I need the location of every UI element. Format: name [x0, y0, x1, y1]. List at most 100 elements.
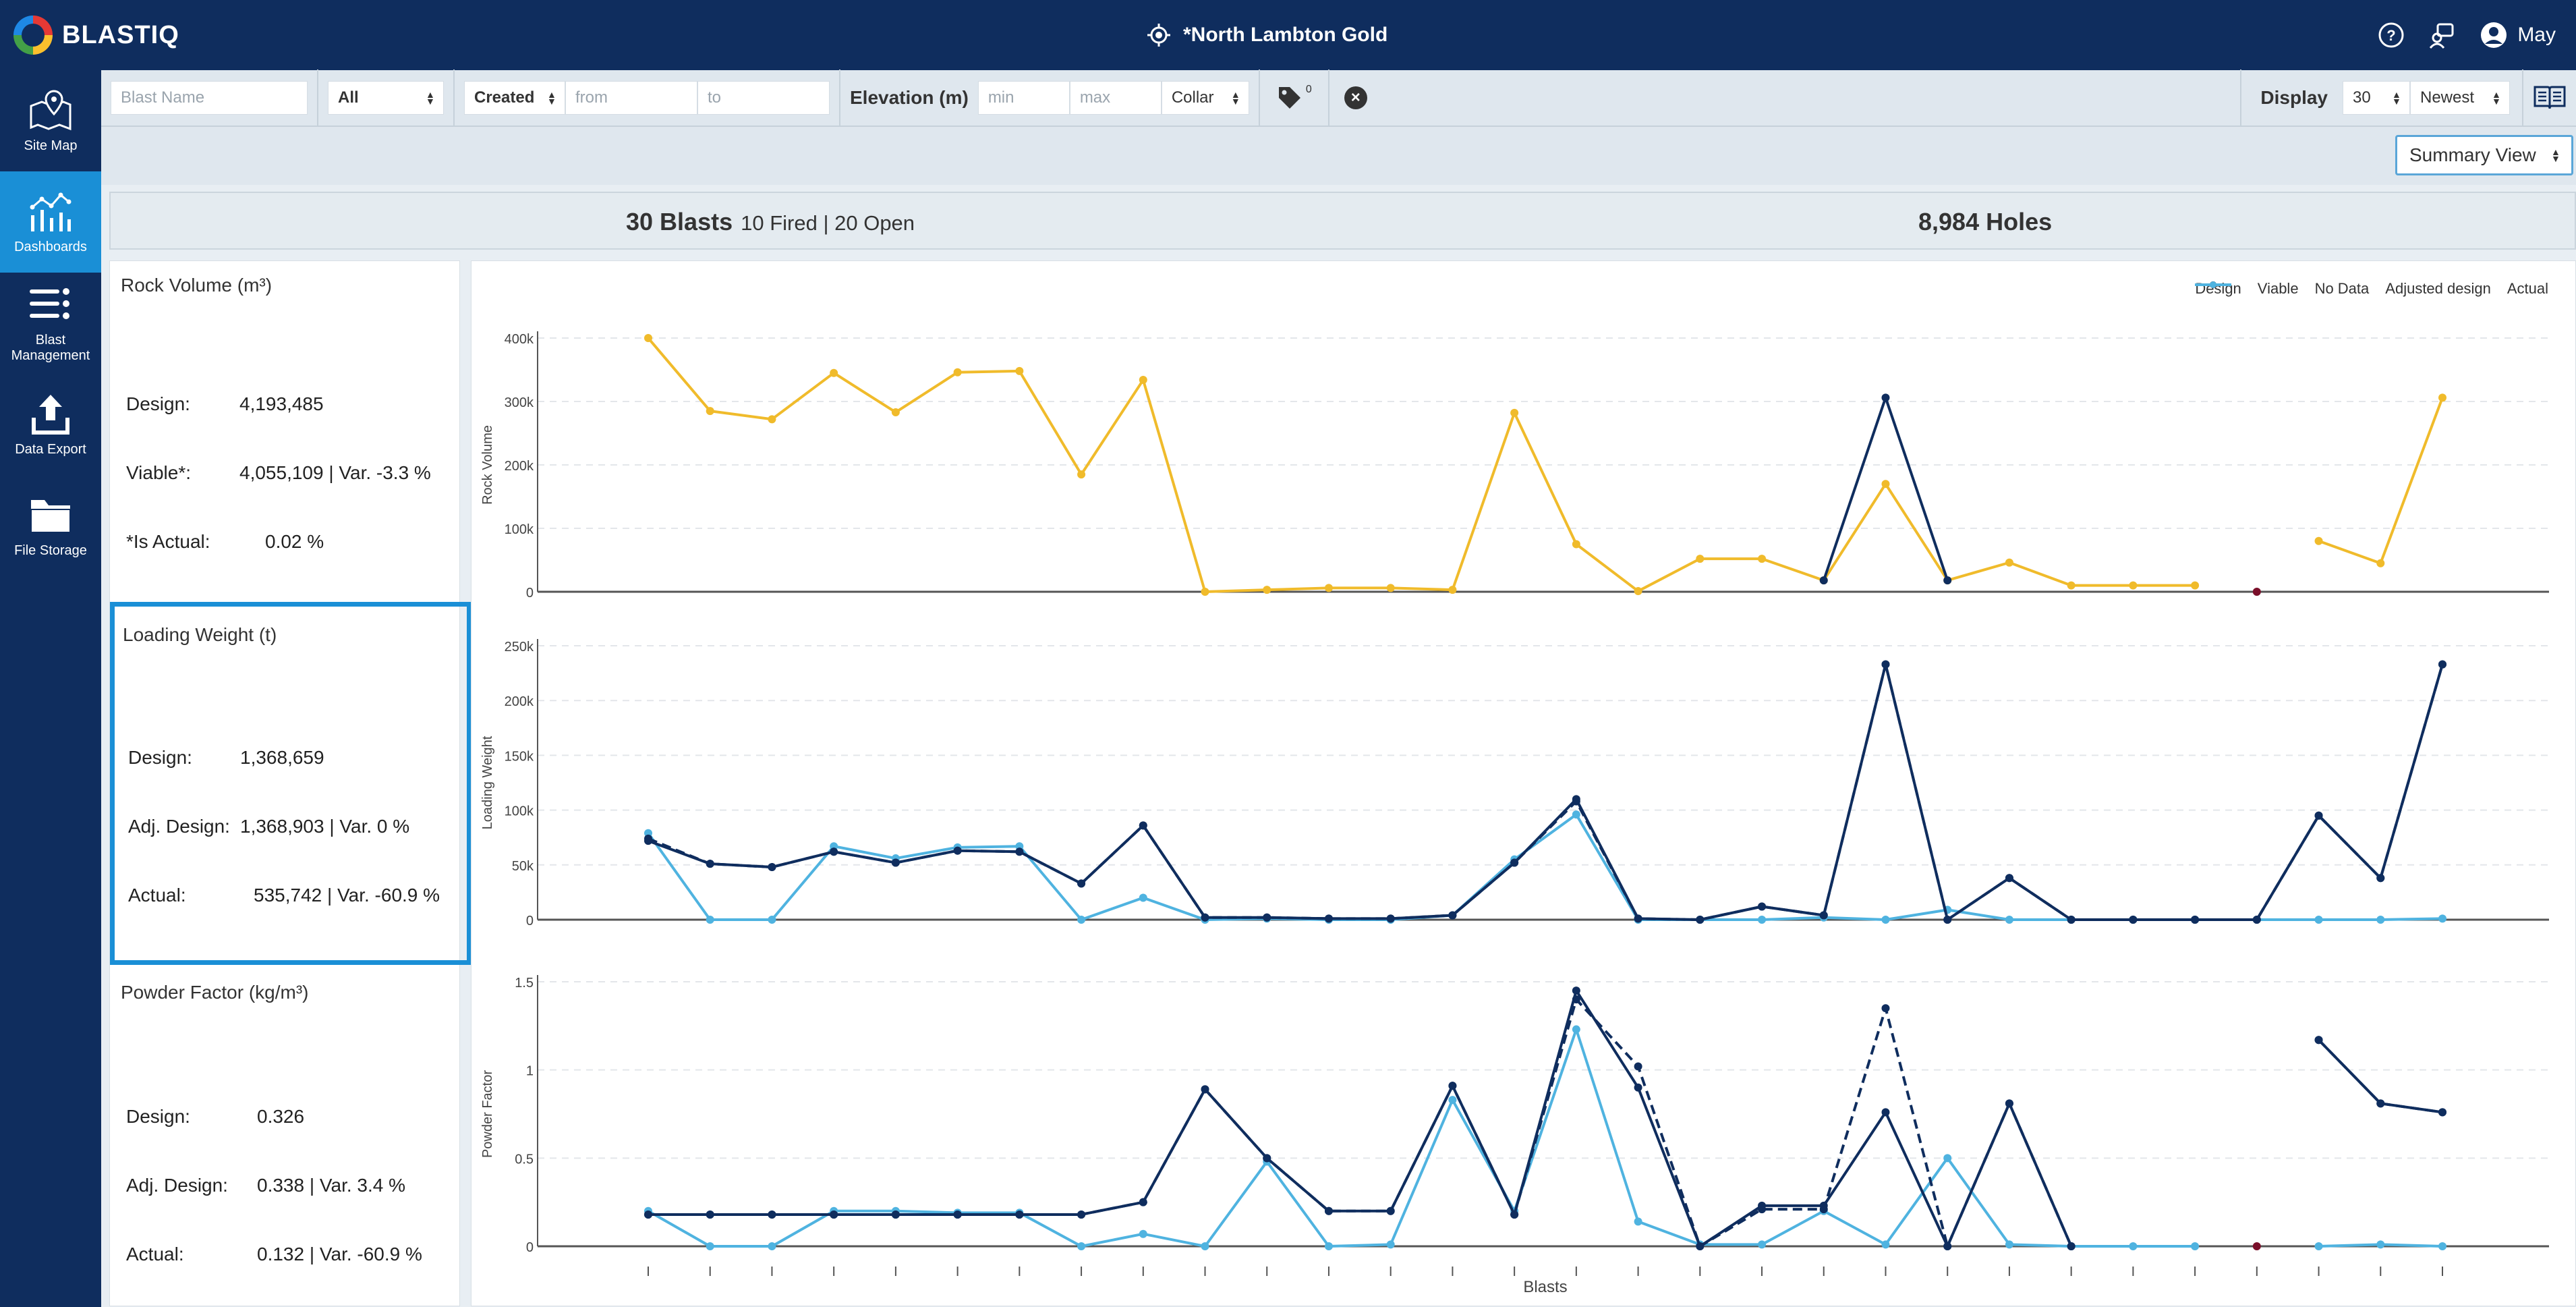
- data-point-design: [1386, 914, 1395, 923]
- data-point-design: [1758, 902, 1767, 911]
- row-label: Viable*:: [126, 462, 192, 483]
- legend-item-actual[interactable]: Actual: [2195, 280, 2548, 298]
- sort-select[interactable]: Newest ▲ ▼: [2410, 81, 2510, 115]
- row-label: Adj. Design:: [128, 816, 230, 837]
- card-title: Loading Weight (t): [123, 624, 277, 645]
- row-value: 1,368,903 | Var. 0 %: [240, 816, 410, 837]
- row-label: *Is Actual:: [126, 531, 210, 552]
- sidebar-item-data-export[interactable]: Data Export: [0, 374, 101, 475]
- elevation-type-value: Collar: [1171, 88, 1214, 107]
- data-point-viable: [1696, 555, 1705, 563]
- row-value: 0.338 | Var. 3.4 %: [257, 1175, 406, 1196]
- data-point-viable: [1881, 480, 1890, 489]
- date-from-input[interactable]: from: [565, 81, 697, 115]
- blast-name-input[interactable]: Blast Name: [111, 81, 308, 115]
- help-icon[interactable]: ?: [2377, 21, 2405, 49]
- site-name: *North Lambton Gold: [1183, 24, 1388, 46]
- date-type-select[interactable]: Created ▲ ▼: [464, 81, 565, 115]
- elevation-max-input[interactable]: max: [1069, 81, 1162, 115]
- data-point-design: [1077, 879, 1086, 888]
- clear-filters-icon[interactable]: ×: [1344, 86, 1367, 109]
- data-point-design: [644, 1210, 652, 1219]
- y-tick-label: 0: [526, 914, 534, 928]
- data-point-design: [1572, 986, 1580, 995]
- data-point-design: [768, 863, 776, 872]
- sidebar-item-site-map[interactable]: Site Map: [0, 70, 101, 171]
- display-count-select[interactable]: 30 ▲ ▼: [2343, 81, 2410, 115]
- user-name: May: [2517, 24, 2556, 46]
- select-arrows-icon: ▲ ▼: [1230, 89, 1240, 107]
- data-point-actual: [1758, 1240, 1767, 1249]
- sidebar-item-file-storage[interactable]: File Storage: [0, 475, 101, 576]
- data-point-actual: [1881, 1240, 1890, 1249]
- data-point-viable: [706, 407, 714, 416]
- location-target-icon: [1147, 24, 1170, 47]
- row-value: 0.02 %: [265, 531, 324, 552]
- data-point-actual: [2376, 916, 2385, 924]
- data-point-design: [768, 1210, 776, 1219]
- date-to-input[interactable]: to: [697, 81, 830, 115]
- powder-factor-card[interactable]: Powder Factor (kg/m³) Design: 0.326 Adj. …: [110, 963, 461, 1307]
- filter-bar: Blast Name All ▲ ▼ Created ▲ ▼ from to Ele…: [101, 69, 2576, 127]
- data-point-design: [1819, 1201, 1828, 1210]
- data-point-design: [1881, 393, 1890, 402]
- list-icon: [30, 288, 69, 319]
- data-point-design: [1139, 821, 1147, 830]
- legend-item-adjusted-design[interactable]: Adjusted design: [2195, 280, 2491, 298]
- data-point-design: [2314, 811, 2323, 820]
- user-menu[interactable]: May: [2480, 21, 2556, 49]
- rock-volume-card[interactable]: Rock Volume (m³) Design: 4,193,485 Viable…: [110, 261, 461, 612]
- data-point-design: [1324, 1206, 1333, 1215]
- data-point-design: [644, 837, 652, 845]
- data-point-actual: [1572, 810, 1580, 819]
- data-point-actual: [1386, 1240, 1395, 1249]
- data-point-viable: [644, 334, 652, 342]
- row-value: 0.132 | Var. -60.9 %: [257, 1244, 422, 1264]
- y-tick-label: 1.5: [515, 976, 534, 991]
- card-row: Design: 4,193,485: [126, 393, 324, 415]
- data-point-design: [1881, 660, 1890, 669]
- elevation-type-select[interactable]: Collar ▲ ▼: [1161, 81, 1249, 115]
- data-point-design: [1077, 1210, 1086, 1219]
- data-point-viable: [1077, 470, 1086, 479]
- select-arrows-icon: ▲ ▼: [2551, 146, 2560, 164]
- feedback-icon[interactable]: [2428, 21, 2457, 49]
- elevation-label: Elevation (m): [850, 87, 969, 108]
- elevation-min-input[interactable]: min: [977, 81, 1070, 115]
- data-point-actual: [1324, 1242, 1333, 1250]
- card-row: Adj. Design: 0.338 | Var. 3.4 %: [126, 1175, 405, 1196]
- site-selector[interactable]: *North Lambton Gold: [1147, 18, 1387, 53]
- summary-cards: Rock Volume (m³) Design: 4,193,485 Viable…: [109, 260, 471, 1307]
- data-point-viable: [2438, 393, 2446, 402]
- data-point-actual: [706, 916, 714, 924]
- blast-count: 30 Blasts 10 Fired | 20 Open: [626, 208, 915, 236]
- y-tick-label: 150k: [505, 749, 534, 764]
- data-point-viable: [1634, 587, 1642, 596]
- svg-text:?: ?: [2387, 27, 2396, 44]
- blastiq-logo[interactable]: BLASTIQ: [13, 12, 179, 58]
- data-point-viable: [1139, 376, 1147, 385]
- series-line-viable: [647, 337, 2196, 593]
- row-label: Adj. Design:: [126, 1175, 228, 1196]
- dashboard-icon: [30, 192, 71, 231]
- data-point-design: [2067, 916, 2076, 924]
- sidebar-item-dashboards[interactable]: Dashboards: [0, 171, 101, 273]
- sidebar-item-blast-management[interactable]: Blast Management: [0, 273, 101, 374]
- top-bar: BLASTIQ *North Lambton Gold ?: [0, 0, 2576, 70]
- select-arrows-icon: ▲ ▼: [2492, 89, 2501, 107]
- loading-weight-card[interactable]: Loading Weight (t) Design: 1,368,659 Adj.…: [110, 602, 471, 965]
- data-point-viable: [2376, 559, 2385, 567]
- data-point-actual: [1448, 1096, 1457, 1105]
- status-select[interactable]: All ▲ ▼: [328, 81, 444, 115]
- row-value: 1,368,659: [240, 747, 324, 768]
- data-point-actual: [1634, 1217, 1642, 1226]
- y-tick-label: 250k: [505, 640, 534, 655]
- data-point-design: [1201, 1085, 1209, 1094]
- data-point-design: [1510, 858, 1519, 867]
- book-guide-icon[interactable]: [2533, 84, 2567, 111]
- data-point-design: [1510, 1210, 1519, 1219]
- tag-filter[interactable]: 0: [1260, 69, 1329, 126]
- data-point-viable: [1572, 540, 1580, 549]
- view-select[interactable]: Summary View ▲ ▼: [2395, 135, 2573, 175]
- data-point-design: [830, 847, 838, 856]
